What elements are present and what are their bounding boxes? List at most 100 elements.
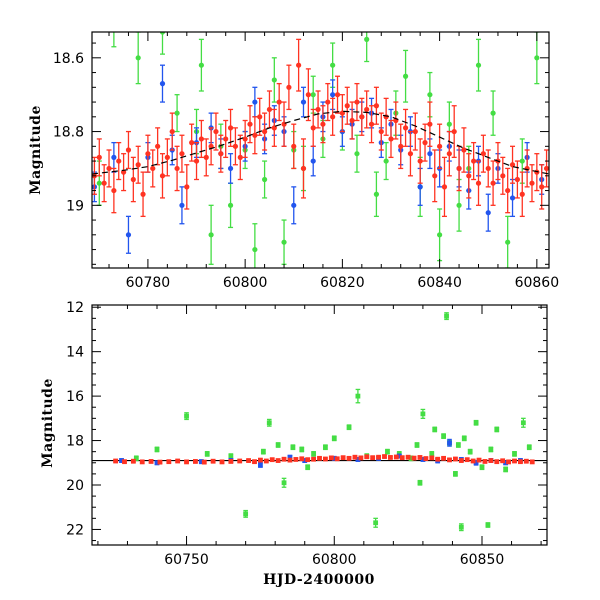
data-point	[189, 123, 195, 162]
data-point	[420, 408, 426, 419]
data-point	[485, 522, 491, 528]
data-point	[494, 426, 500, 433]
data-point	[184, 459, 189, 465]
data-point	[514, 160, 520, 199]
data-point	[281, 456, 287, 462]
data-point	[518, 459, 523, 465]
data-point	[458, 458, 464, 463]
data-point	[539, 164, 545, 210]
data-point	[299, 456, 305, 462]
data-point	[275, 442, 281, 448]
data-point	[257, 97, 263, 136]
data-point	[145, 134, 151, 173]
data-point	[352, 454, 358, 460]
data-point	[296, 38, 302, 92]
data-point	[260, 448, 266, 455]
data-point	[417, 479, 423, 486]
data-point	[223, 119, 229, 159]
data-point	[485, 193, 491, 232]
data-point	[529, 164, 535, 203]
data-point	[315, 90, 321, 129]
data-point	[349, 101, 355, 140]
data-point	[266, 418, 272, 427]
data-point	[453, 456, 458, 462]
plot-frame	[91, 304, 548, 546]
data-point	[376, 454, 381, 460]
data-point	[237, 134, 243, 181]
data-point	[263, 458, 269, 464]
data-point	[479, 464, 485, 471]
y-tick-label: 18.8	[53, 125, 84, 141]
data-point	[101, 164, 107, 203]
data-point	[529, 459, 535, 465]
data-point	[133, 455, 139, 462]
data-point	[509, 145, 516, 184]
data-point	[417, 138, 423, 184]
data-point	[252, 86, 258, 118]
data-point	[364, 454, 370, 460]
data-point	[334, 456, 340, 462]
data-point	[299, 446, 305, 453]
data-point	[323, 444, 328, 451]
data-point	[204, 451, 210, 457]
data-point	[175, 458, 181, 464]
data-point	[451, 105, 457, 159]
data-point	[281, 219, 287, 265]
data-point	[179, 134, 185, 173]
data-point	[382, 454, 387, 459]
data-point	[503, 466, 509, 473]
y-tick-label: 22	[66, 522, 84, 538]
data-point	[512, 458, 517, 464]
data-point	[441, 433, 446, 439]
data-point	[427, 101, 433, 147]
data-point	[523, 458, 529, 464]
data-point	[378, 112, 384, 151]
data-point	[198, 38, 204, 92]
data-point	[476, 457, 482, 463]
data-point	[475, 160, 482, 206]
data-point	[310, 145, 316, 177]
data-point	[482, 459, 488, 464]
data-point	[543, 149, 549, 188]
data-point	[121, 153, 127, 192]
data-point	[346, 455, 352, 461]
data-point	[290, 444, 296, 451]
data-point	[385, 448, 390, 455]
y-tick-label: 20	[66, 478, 84, 494]
data-point	[252, 116, 258, 155]
data-point	[291, 123, 297, 170]
bottom-panel-axes: 60750 60800 60850 12 14 16 18 20 22	[66, 300, 548, 568]
data-point	[441, 156, 448, 218]
data-point	[373, 171, 380, 218]
data-point	[505, 167, 511, 214]
data-point	[435, 456, 441, 462]
data-point	[184, 412, 189, 421]
data-point	[300, 138, 307, 199]
data-point	[411, 455, 417, 461]
data-point	[458, 523, 464, 532]
data-point	[398, 123, 404, 170]
data-point	[261, 160, 268, 199]
data-point	[111, 141, 117, 173]
data-point	[275, 458, 281, 463]
plot-frame	[91, 31, 550, 269]
data-point	[370, 455, 376, 461]
data-point	[323, 456, 328, 462]
data-point	[242, 119, 248, 159]
data-point	[174, 94, 180, 133]
data-point	[166, 459, 172, 465]
data-point	[466, 153, 472, 199]
bottom-panel-ylabel: Magnitude	[40, 378, 56, 468]
data-point	[359, 97, 365, 136]
data-point	[140, 171, 146, 218]
y-tick-label: 18.6	[53, 51, 84, 67]
data-point	[208, 127, 214, 166]
data-point	[213, 112, 219, 151]
data-point	[125, 130, 132, 170]
data-point	[227, 153, 234, 184]
data-point	[317, 455, 322, 461]
data-point	[328, 455, 334, 461]
data-point	[227, 182, 234, 229]
x-tick-label: 60800	[223, 275, 268, 291]
